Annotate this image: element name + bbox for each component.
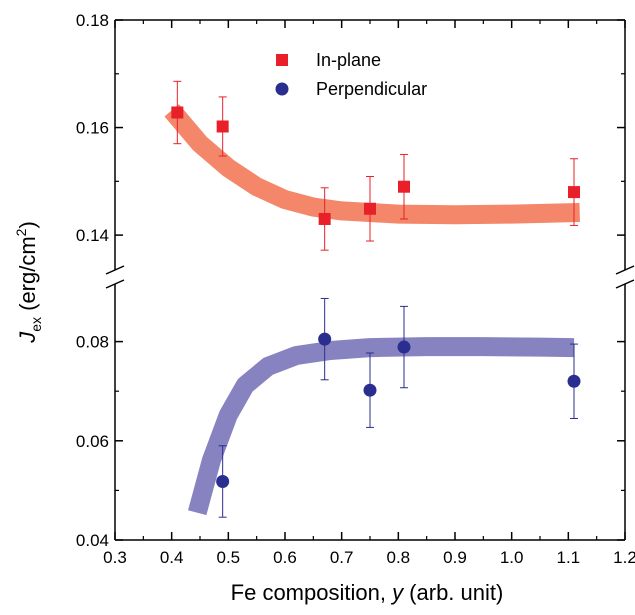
legend-label-1: Perpendicular	[316, 79, 427, 99]
legend-marker-0	[276, 54, 288, 66]
axis-ticks: 0.3 0.4 0.5 0.6 0.7 0.8 0.9 1.0 1.1 1.2 0.14 0.16 0.…	[76, 11, 635, 567]
x-axis-title: Fe composition, y (arb. unit)	[231, 580, 504, 605]
data-point-0-1	[216, 120, 229, 133]
data-point-1-4	[567, 374, 581, 388]
y-lower-tick-label-2: 0.08	[76, 333, 109, 352]
axis-break-left-upper	[105, 265, 125, 275]
y-upper-tick-label-1: 0.16	[76, 119, 109, 138]
data-point-0-2	[318, 212, 331, 225]
fit-curves	[164, 104, 580, 516]
legend: In-plane Perpendicular	[275, 50, 427, 99]
data-points	[171, 80, 581, 518]
x-tick-label-5: 0.8	[387, 548, 411, 567]
data-point-0-0	[171, 106, 184, 119]
fit-band-1	[188, 337, 575, 516]
x-tick-label-8: 1.1	[557, 548, 581, 567]
fit-band-0	[164, 104, 580, 225]
data-point-0-5	[568, 186, 580, 199]
y-upper-tick-label-0: 0.14	[76, 226, 109, 245]
data-point-1-3	[397, 340, 411, 354]
y-lower-tick-label-1: 0.06	[76, 432, 109, 451]
legend-marker-1	[275, 82, 289, 96]
x-tick-label-1: 0.4	[160, 548, 184, 567]
x-tick-label-0: 0.3	[103, 548, 127, 567]
data-point-1-2	[363, 383, 377, 397]
axis-break-right-lower	[615, 279, 635, 289]
legend-label-0: In-plane	[316, 50, 381, 70]
x-tick-label-4: 0.7	[330, 548, 354, 567]
axis-break-left-lower	[105, 279, 125, 289]
x-tick-label-6: 0.9	[443, 548, 467, 567]
y-axis-title: Jex (erg/cm2)	[13, 221, 44, 344]
x-tick-label-2: 0.5	[217, 548, 241, 567]
x-tick-label-7: 1.0	[500, 548, 524, 567]
x-tick-label-9: 1.2	[613, 548, 635, 567]
y-upper-tick-label-2: 0.18	[76, 11, 109, 30]
data-point-0-3	[364, 202, 376, 215]
axis-break-right-upper	[615, 265, 635, 275]
data-point-1-1	[318, 332, 332, 346]
data-point-1-0	[216, 474, 230, 488]
y-lower-tick-label-0: 0.04	[76, 531, 109, 550]
x-tick-label-3: 0.6	[273, 548, 297, 567]
data-point-0-4	[398, 180, 410, 193]
